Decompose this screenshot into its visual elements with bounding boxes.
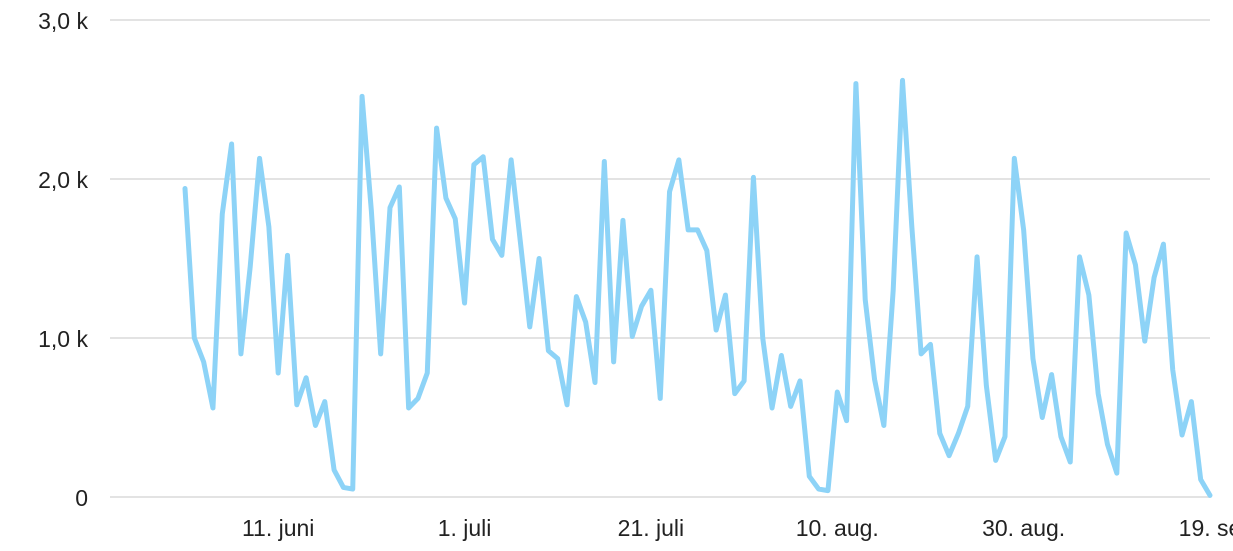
x-tick-label: 19. se	[1179, 515, 1233, 541]
x-tick-label: 1. juli	[438, 515, 492, 541]
x-tick-label: 21. juli	[618, 515, 684, 541]
x-tick-label: 10. aug.	[796, 515, 879, 541]
y-tick-label: 3,0 k	[38, 8, 88, 34]
y-tick-label: 0	[75, 485, 88, 511]
x-tick-label: 11. juni	[242, 515, 314, 541]
x-tick-label: 30. aug.	[982, 515, 1065, 541]
y-tick-label: 1,0 k	[38, 326, 88, 352]
y-tick-label: 2,0 k	[38, 167, 88, 193]
data-line	[182, 77, 1213, 498]
